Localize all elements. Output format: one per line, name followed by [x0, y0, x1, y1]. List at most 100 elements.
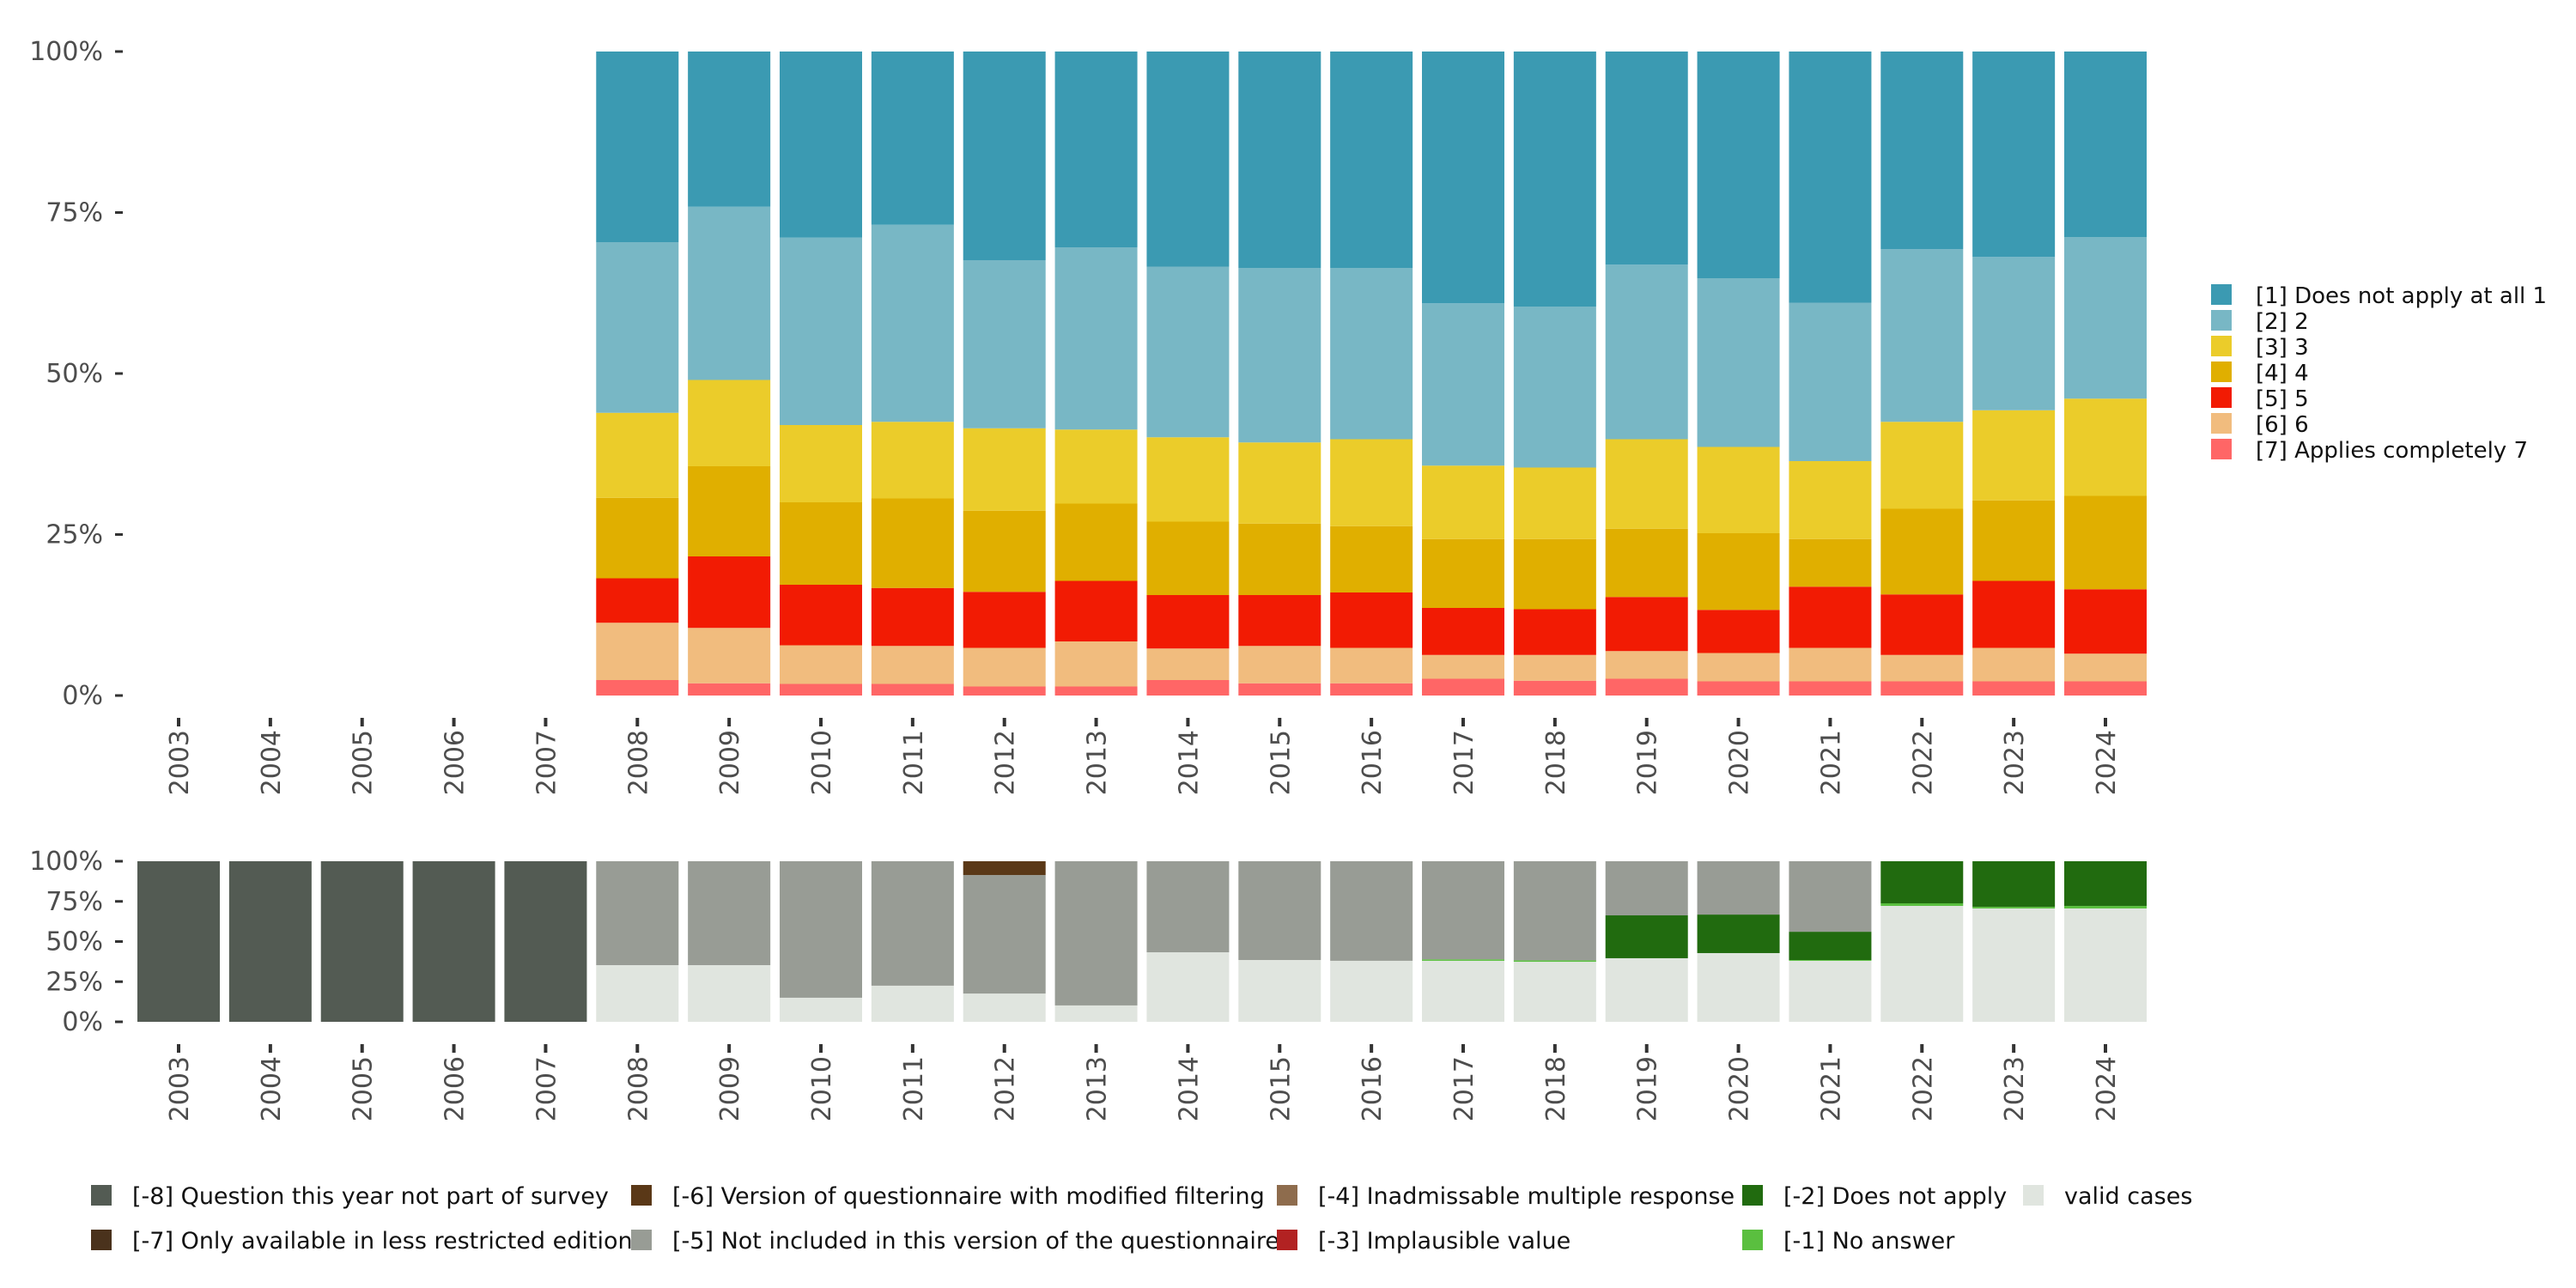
- x-tick-label: 2024: [2092, 730, 2122, 795]
- x-tick-label: 2004: [257, 1056, 287, 1121]
- x-tick-label: 2022: [1908, 1056, 1938, 1121]
- y-tick-label: 0%: [62, 681, 103, 711]
- x-tick-label: 2016: [1358, 1056, 1388, 1121]
- bar-segment: [1238, 861, 1321, 961]
- bar-segment: [1880, 422, 1964, 509]
- bar-segment: [2064, 861, 2147, 906]
- bar-segment: [1880, 52, 1964, 250]
- top-legend: [1] Does not apply at all 1[2] 2[3] 3[4]…: [2211, 283, 2547, 464]
- bar-segment: [963, 861, 1046, 876]
- bar-segment: [412, 861, 495, 1022]
- bar-segment: [596, 578, 679, 623]
- bar-segment: [780, 502, 862, 585]
- y-tick-label: 100%: [29, 37, 103, 67]
- x-tick-label: 2022: [1908, 730, 1938, 795]
- y-tick-label: 75%: [46, 198, 103, 228]
- bar-segment: [1605, 861, 1688, 916]
- bar-segment: [1146, 648, 1230, 680]
- bar-segment: [596, 242, 679, 413]
- bar-segment: [1972, 647, 2056, 682]
- x-tick-label: 2021: [1816, 730, 1846, 795]
- x-tick-label: 2018: [1541, 1056, 1571, 1121]
- x-tick-label: 2010: [807, 1056, 837, 1121]
- bar-segment: [1330, 960, 1413, 1022]
- bar-segment: [963, 592, 1046, 648]
- bar-segment: [1330, 526, 1413, 592]
- bar-segment: [871, 985, 954, 1022]
- bar-segment: [1513, 52, 1596, 307]
- x-tick-label: 2020: [1725, 730, 1755, 795]
- bar-segment: [1880, 654, 1964, 682]
- bar-segment: [596, 412, 679, 498]
- x-tick-label: 2010: [807, 730, 837, 795]
- bar-segment: [1238, 960, 1321, 1022]
- bar-segment: [871, 52, 954, 225]
- bar-segment: [1146, 52, 1230, 267]
- bar-segment: [871, 498, 954, 588]
- x-tick-label: 2019: [1633, 1056, 1663, 1121]
- bar-segment: [1146, 437, 1230, 522]
- bar-segment: [780, 52, 862, 238]
- bar-segment: [1330, 439, 1413, 526]
- x-tick-label: 2012: [991, 730, 1021, 795]
- bar-segment: [963, 875, 1046, 994]
- x-tick-label: 2008: [623, 1056, 653, 1121]
- bar-segment: [596, 623, 679, 680]
- bar-segment: [596, 680, 679, 696]
- legend-label: [-1] No answer: [1783, 1228, 1955, 1255]
- bar-segment: [1330, 683, 1413, 696]
- bar-segment: [963, 993, 1046, 1022]
- bar-segment: [1513, 609, 1596, 655]
- x-tick-label: 2004: [257, 730, 287, 795]
- bar-segment: [688, 628, 771, 683]
- bar-segment: [1789, 647, 1872, 682]
- bar-segment: [137, 861, 220, 1022]
- bar-segment: [963, 260, 1046, 428]
- bar-segment: [1054, 861, 1138, 1005]
- bar-segment: [596, 964, 679, 1022]
- bar-segment: [1146, 521, 1230, 595]
- bar-segment: [1697, 278, 1780, 447]
- bar-segment: [1054, 503, 1138, 581]
- bar-segment: [1697, 861, 1780, 915]
- bar-segment: [2064, 908, 2147, 1022]
- bar-segment: [1422, 608, 1504, 655]
- bar-segment: [1054, 429, 1138, 504]
- bar-segment: [1972, 908, 2056, 1022]
- bar-segment: [1972, 681, 2056, 696]
- bar-segment: [1422, 959, 1504, 961]
- legend-label: [-3] Implausible value: [1318, 1228, 1571, 1255]
- bar-segment: [1422, 678, 1504, 696]
- bar-segment: [871, 422, 954, 499]
- y-tick-label: 75%: [46, 887, 103, 917]
- bar-segment: [963, 428, 1046, 511]
- bar-segment: [1238, 595, 1321, 647]
- bar-segment: [688, 380, 771, 466]
- legend-label: [-8] Question this year not part of surv…: [132, 1183, 609, 1210]
- bar-segment: [1697, 914, 1780, 953]
- bar-segment: [1880, 249, 1964, 422]
- bar-segment: [1513, 962, 1596, 1022]
- bar-segment: [1513, 960, 1596, 963]
- bar-segment: [963, 647, 1046, 687]
- bar-segment: [780, 645, 862, 684]
- bar-segment: [1605, 651, 1688, 679]
- bar-segment: [1513, 467, 1596, 539]
- bar-segment: [1054, 52, 1138, 247]
- x-tick-label: 2015: [1266, 1056, 1296, 1121]
- bar-segment: [1789, 932, 1872, 961]
- bar-segment: [1789, 960, 1872, 961]
- y-tick-label: 50%: [46, 359, 103, 389]
- bar-segment: [1605, 597, 1688, 652]
- bar-segment: [1238, 52, 1321, 268]
- bar-segment: [1054, 580, 1138, 641]
- bar-segment: [1972, 580, 2056, 648]
- bar-segment: [1330, 592, 1413, 648]
- bar-segment: [1789, 52, 1872, 303]
- bar-segment: [1238, 442, 1321, 524]
- legend-label: [5] 5: [2256, 386, 2309, 412]
- bar-segment: [1789, 302, 1872, 461]
- bar-segment: [1605, 957, 1688, 1022]
- bar-segment: [1238, 523, 1321, 595]
- bar-segment: [1697, 952, 1780, 1022]
